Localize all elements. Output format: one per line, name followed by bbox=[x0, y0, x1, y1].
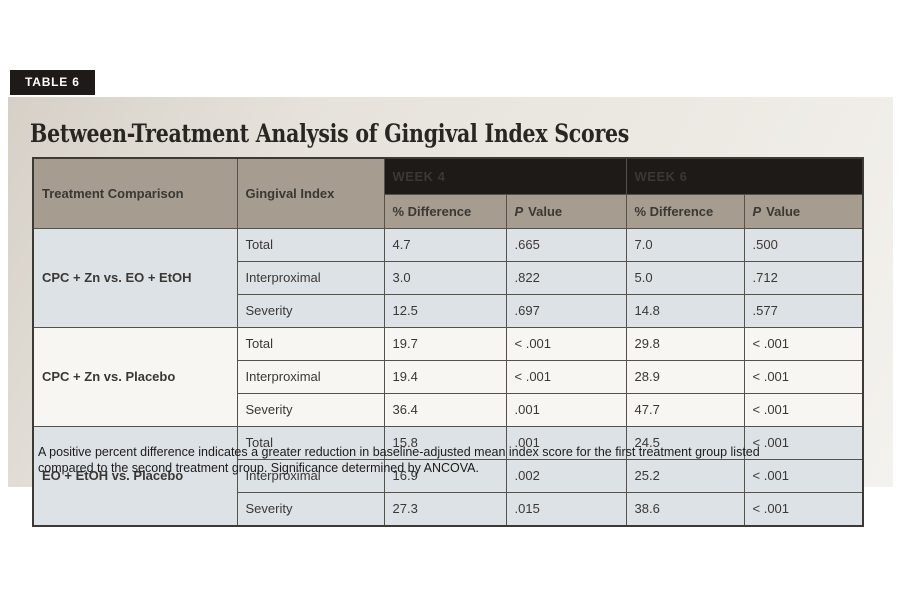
value-cell: 36.4 bbox=[383, 393, 507, 427]
gingival-index-cell: Total bbox=[236, 228, 385, 262]
value-cell: .665 bbox=[505, 228, 627, 262]
p-value-italic-p: P bbox=[514, 203, 524, 219]
value-cell: .001 bbox=[505, 426, 627, 460]
treatment-group-cell: CPC + Zn vs. EO + EtOH bbox=[32, 228, 238, 328]
table-row: CPC + Zn vs. EO + EtOH Total 4.7 .665 7.… bbox=[32, 228, 864, 328]
gingival-index-table: Treatment Comparison Gingival Index WEEK… bbox=[32, 157, 864, 527]
table-header: Treatment Comparison Gingival Index WEEK… bbox=[32, 157, 864, 229]
footnote-line-1: A positive percent difference indicates … bbox=[38, 445, 760, 459]
header-row-measures: % Difference P Value % Difference P Value bbox=[33, 194, 864, 229]
value-cell: 38.6 bbox=[625, 492, 745, 527]
value-cell: 25.2 bbox=[625, 459, 745, 493]
value-cell: .697 bbox=[505, 294, 627, 328]
table-row: Interproximal 3.0 .822 5.0 .712 bbox=[33, 261, 864, 295]
footnote-line-2: compared to the second treatment group. … bbox=[38, 461, 479, 475]
table-row: Interproximal 19.4 < .001 28.9 < .001 bbox=[33, 360, 864, 394]
value-cell: 3.0 bbox=[383, 261, 507, 295]
gingival-index-cell: Total bbox=[236, 426, 385, 460]
value-cell: .001 bbox=[505, 393, 627, 427]
value-cell: 14.8 bbox=[625, 294, 745, 328]
value-cell: 4.7 bbox=[383, 228, 507, 262]
value-cell: 19.4 bbox=[383, 360, 507, 394]
value-cell: < .001 bbox=[743, 393, 864, 427]
p-value-italic-p: P bbox=[752, 203, 762, 219]
gingival-index-cell: Interproximal bbox=[236, 459, 385, 493]
value-cell: < .001 bbox=[743, 360, 864, 394]
value-cell: 19.7 bbox=[383, 327, 507, 361]
gingival-index-cell: Interproximal bbox=[236, 261, 385, 295]
col-header-treatment-comparison: Treatment Comparison bbox=[32, 157, 238, 229]
table-footnote: A positive percent difference indicates … bbox=[38, 444, 866, 476]
treatment-group-cell: EO + EtOH vs. Placebo bbox=[32, 426, 238, 527]
week4-header: WEEK 4 bbox=[383, 157, 627, 195]
value-cell: .822 bbox=[505, 261, 627, 295]
value-cell: 29.8 bbox=[625, 327, 745, 361]
value-cell: < .001 bbox=[743, 459, 864, 493]
value-cell: .002 bbox=[505, 459, 627, 493]
p-value-word: Value bbox=[766, 203, 801, 219]
value-cell: .500 bbox=[743, 228, 864, 262]
header-row-weeks: Treatment Comparison Gingival Index WEEK… bbox=[32, 157, 864, 229]
value-cell: 27.3 bbox=[383, 492, 507, 527]
gingival-index-cell: Total bbox=[236, 327, 385, 361]
table-number-label: TABLE 6 bbox=[10, 70, 95, 95]
figure-title: Between-Treatment Analysis of Gingival I… bbox=[30, 119, 630, 148]
table-body: CPC + Zn vs. EO + EtOH Total 4.7 .665 7.… bbox=[32, 228, 864, 527]
week6-p-value-header: P Value bbox=[743, 194, 864, 229]
value-cell: .015 bbox=[505, 492, 627, 527]
value-cell: 47.7 bbox=[625, 393, 745, 427]
table-row: CPC + Zn vs. Placebo Total 19.7 < .001 2… bbox=[32, 327, 864, 427]
value-cell: 28.9 bbox=[625, 360, 745, 394]
value-cell: .577 bbox=[743, 294, 864, 328]
table-row: Interproximal 16.9 .002 25.2 < .001 bbox=[33, 459, 864, 493]
value-cell: 7.0 bbox=[625, 228, 745, 262]
p-value-word: Value bbox=[528, 203, 563, 219]
value-cell: < .001 bbox=[743, 492, 864, 527]
value-cell: 16.9 bbox=[383, 459, 507, 493]
value-cell: .712 bbox=[743, 261, 864, 295]
gingival-index-cell: Severity bbox=[236, 294, 385, 328]
treatment-group-cell: CPC + Zn vs. Placebo bbox=[32, 327, 238, 427]
value-cell: < .001 bbox=[505, 360, 627, 394]
table-row: Severity 36.4 .001 47.7 < .001 bbox=[33, 393, 864, 427]
table-row: Severity 12.5 .697 14.8 .577 bbox=[33, 294, 864, 328]
gingival-index-cell: Severity bbox=[236, 492, 385, 527]
week6-header: WEEK 6 bbox=[625, 157, 864, 195]
col-header-gingival-index: Gingival Index bbox=[236, 157, 385, 229]
week4-p-value-header: P Value bbox=[505, 194, 627, 229]
table-row: Severity 27.3 .015 38.6 < .001 bbox=[33, 492, 864, 527]
week4-pct-difference-header: % Difference bbox=[383, 194, 507, 229]
value-cell: 5.0 bbox=[625, 261, 745, 295]
value-cell: 12.5 bbox=[383, 294, 507, 328]
gingival-index-cell: Interproximal bbox=[236, 360, 385, 394]
week6-pct-difference-header: % Difference bbox=[625, 194, 745, 229]
value-cell: < .001 bbox=[505, 327, 627, 361]
gingival-index-cell: Severity bbox=[236, 393, 385, 427]
value-cell: < .001 bbox=[743, 327, 864, 361]
